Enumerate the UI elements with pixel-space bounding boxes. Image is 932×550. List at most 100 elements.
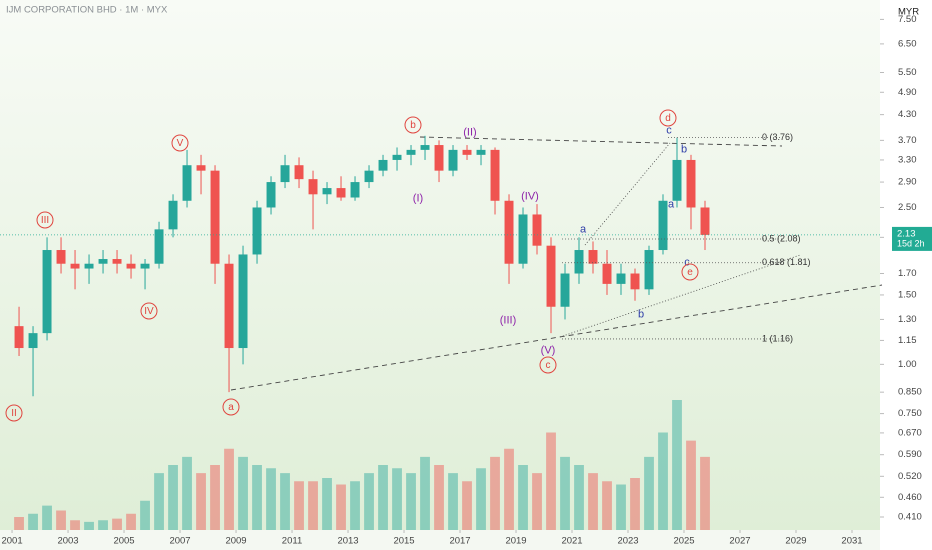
candle-body — [238, 254, 248, 349]
candle-body — [434, 145, 444, 171]
candle-body — [154, 229, 164, 264]
y-tick-label: 0.410 — [898, 512, 922, 523]
x-tick-label: 2017 — [449, 536, 470, 547]
y-tick-label: 4.30 — [898, 109, 917, 120]
wave-label: c — [666, 124, 672, 136]
candle-body — [224, 263, 234, 349]
chart-title: IJM CORPORATION BHD · 1M · MYX — [6, 5, 168, 16]
trendlines — [230, 136, 883, 391]
volume-bar — [308, 481, 318, 530]
candle-body — [448, 149, 458, 171]
volume-bar — [280, 473, 290, 530]
volume-bar — [630, 478, 640, 530]
x-tick-label: 2001 — [1, 536, 22, 547]
volume-bar — [84, 521, 94, 530]
countdown-label: 15d 2h — [897, 238, 925, 248]
candle-body — [630, 273, 640, 290]
wave-circle — [222, 398, 240, 416]
wave-label: (III) — [500, 314, 517, 326]
trendline — [419, 136, 783, 147]
volume-bar — [574, 465, 584, 530]
trendline — [230, 284, 883, 391]
y-tick-label: 0.520 — [898, 471, 922, 482]
candle-body — [308, 179, 318, 195]
y-tick-label: 6.50 — [898, 38, 917, 49]
x-tick-label: 2031 — [841, 536, 862, 547]
y-tick-label: 5.50 — [898, 67, 917, 78]
volume-bar — [462, 481, 472, 530]
y-tick-label: 0.750 — [898, 408, 922, 419]
volume-bar — [112, 518, 122, 530]
volume-bar — [224, 448, 234, 530]
candle-body — [462, 149, 472, 155]
y-tick-label: 3.70 — [898, 135, 917, 146]
y-tick-label: 1.30 — [898, 314, 917, 325]
candle-body — [14, 326, 24, 349]
last-price-box — [892, 226, 932, 251]
price-axis — [880, 0, 932, 550]
wave-label: a — [668, 198, 675, 210]
candle-body — [42, 250, 52, 334]
y-tick-label: 0.590 — [898, 449, 922, 460]
currency: MYR — [898, 7, 919, 18]
x-tick-label: 2019 — [505, 536, 526, 547]
candle-body — [588, 250, 598, 264]
wave-circle — [171, 134, 189, 152]
candle-body — [574, 250, 584, 274]
volume-bar — [56, 510, 66, 530]
fib-label: 0 (3.76) — [762, 132, 793, 142]
volume-bar — [210, 465, 220, 530]
volume-bar — [658, 432, 668, 530]
volume-bar — [336, 484, 346, 530]
volume-bar — [560, 456, 570, 530]
candle-body — [602, 263, 612, 284]
wave-circle — [659, 109, 677, 127]
y-tick-label: 0.850 — [898, 387, 922, 398]
candle-body — [182, 165, 192, 201]
y-tick-label: 4.90 — [898, 87, 917, 98]
trendline — [584, 142, 671, 246]
candle-body — [98, 259, 108, 264]
candle-body — [70, 263, 80, 269]
candle-body — [56, 250, 66, 264]
volume-bar — [588, 473, 598, 530]
wave-label: (I) — [413, 192, 423, 204]
wave-label: a — [580, 223, 587, 235]
x-tick-label: 2027 — [729, 536, 750, 547]
candle-body — [700, 207, 710, 235]
candle-body — [168, 200, 178, 230]
fib-label: 0.5 (2.08) — [762, 233, 801, 243]
wave-label: e — [687, 267, 693, 278]
last-price-label: 2.13 — [897, 228, 916, 239]
x-tick-label: 2029 — [785, 536, 806, 547]
volume-bar — [434, 465, 444, 530]
candle-body — [532, 214, 542, 246]
candle-body — [252, 207, 262, 255]
wave-circle — [681, 263, 699, 281]
fib-label: 1 (1.16) — [762, 333, 793, 343]
wave-label: c — [684, 256, 690, 268]
candle-body — [84, 263, 94, 269]
volume-bar — [294, 481, 304, 530]
candle-body — [378, 159, 388, 171]
volume-bar — [28, 513, 38, 530]
volume-bar — [154, 473, 164, 530]
x-tick-label: 2009 — [225, 536, 246, 547]
candle-body — [294, 165, 304, 180]
trendline — [559, 254, 801, 338]
volume-bar — [686, 440, 696, 530]
wave-label: b — [410, 120, 416, 131]
candle-body — [280, 165, 290, 183]
volume-bar — [602, 481, 612, 530]
x-tick-label: 2011 — [282, 536, 302, 547]
wave-label: V — [177, 138, 184, 149]
candle-body — [672, 159, 682, 201]
candle-body — [546, 245, 556, 307]
wave-label: (IV) — [521, 190, 539, 202]
candle-body — [686, 159, 696, 208]
volume-bar — [532, 473, 542, 530]
volume-bar — [266, 468, 276, 530]
candle-body — [28, 333, 38, 349]
volume-bar — [364, 473, 374, 530]
wave-label: b — [638, 308, 644, 320]
